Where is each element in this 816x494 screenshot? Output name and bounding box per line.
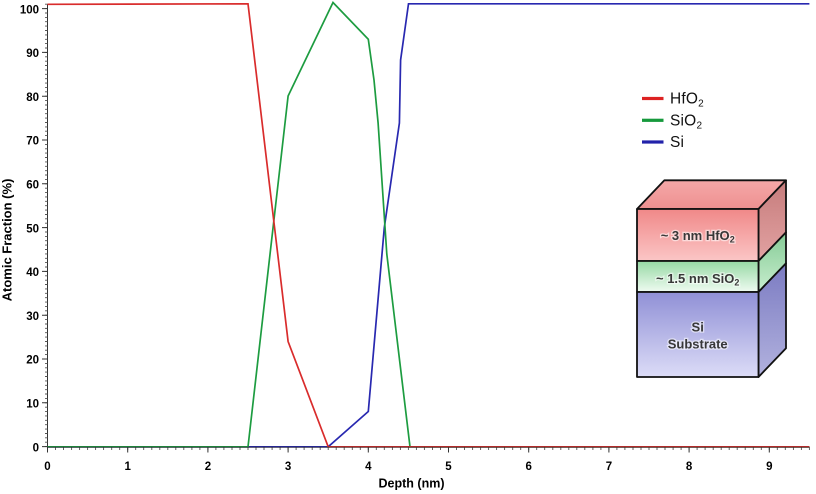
svg-text:4: 4 (365, 461, 372, 473)
svg-text:Depth (nm): Depth (nm) (379, 477, 445, 491)
svg-text:HfO2: HfO2 (670, 91, 704, 110)
svg-text:Si: Si (692, 320, 704, 335)
svg-text:Atomic Fraction (%): Atomic Fraction (%) (0, 179, 15, 302)
svg-text:1: 1 (124, 461, 131, 473)
svg-text:6: 6 (525, 461, 531, 473)
svg-text:90: 90 (26, 48, 39, 60)
svg-text:8: 8 (686, 461, 693, 473)
svg-text:10: 10 (26, 399, 39, 411)
svg-text:9: 9 (766, 461, 772, 473)
svg-text:60: 60 (26, 180, 39, 192)
svg-text:50: 50 (26, 223, 39, 235)
svg-text:70: 70 (26, 136, 39, 148)
svg-text:40: 40 (26, 267, 39, 279)
svg-text:~ 1.5 nm SiO2: ~ 1.5 nm SiO2 (656, 271, 739, 288)
svg-text:100: 100 (20, 4, 39, 16)
svg-text:7: 7 (606, 461, 612, 473)
svg-text:30: 30 (26, 311, 39, 323)
svg-text:5: 5 (445, 461, 452, 473)
svg-text:3: 3 (285, 461, 291, 473)
svg-text:80: 80 (26, 92, 39, 104)
svg-text:~ 3 nm HfO2: ~ 3 nm HfO2 (661, 228, 735, 245)
svg-text:Si: Si (670, 134, 684, 151)
svg-text:0: 0 (33, 442, 39, 454)
svg-text:SiO2: SiO2 (670, 112, 702, 131)
svg-text:2: 2 (205, 461, 211, 473)
svg-text:20: 20 (26, 355, 39, 367)
svg-text:0: 0 (44, 461, 50, 473)
svg-text:Substrate: Substrate (668, 337, 728, 352)
